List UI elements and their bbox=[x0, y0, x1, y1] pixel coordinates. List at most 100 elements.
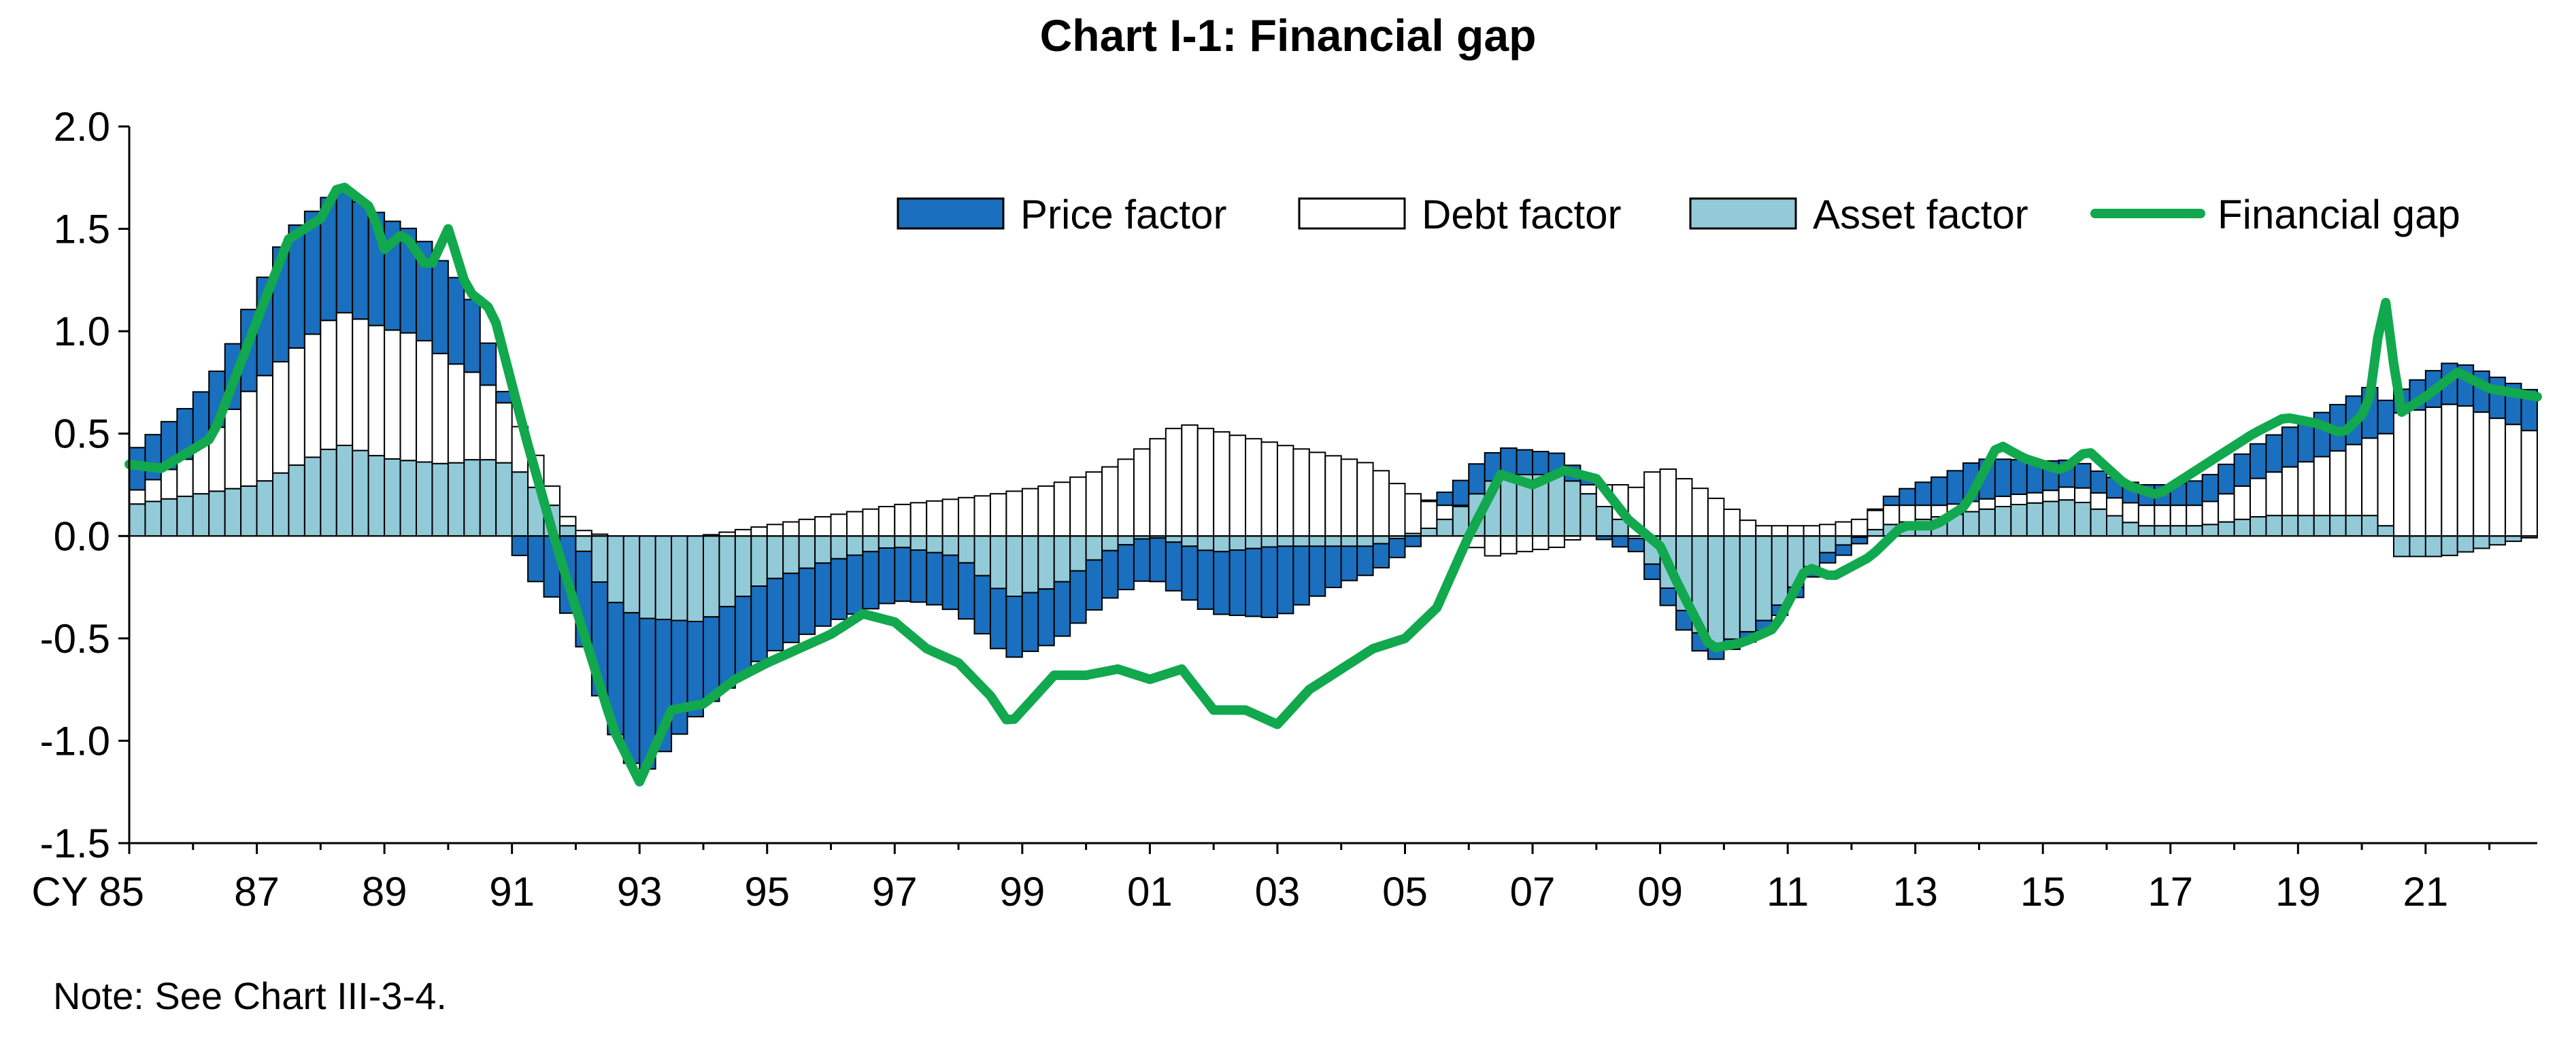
price-bar bbox=[527, 535, 545, 583]
legend: Price factor Debt factor Asset factor Finan… bbox=[897, 192, 2460, 237]
debt-bar bbox=[1548, 535, 1565, 548]
asset-bar bbox=[335, 445, 354, 537]
asset-bar bbox=[2456, 535, 2475, 553]
price-bar bbox=[1276, 545, 1294, 615]
price-bar bbox=[2090, 470, 2108, 494]
asset-bar bbox=[558, 525, 577, 537]
debt-bar bbox=[1914, 505, 1933, 520]
price-bar bbox=[447, 277, 465, 365]
price-bar bbox=[1245, 547, 1262, 617]
debt-bar bbox=[1149, 438, 1167, 537]
debt-bar bbox=[1069, 476, 1087, 537]
asset-bar bbox=[575, 535, 592, 552]
debt-bar bbox=[1707, 497, 1725, 537]
price-bar bbox=[894, 547, 911, 602]
price-bar bbox=[782, 573, 800, 643]
asset-bar bbox=[989, 535, 1007, 590]
debt-bar bbox=[479, 384, 497, 461]
debt-bar bbox=[1165, 428, 1183, 537]
asset-bar bbox=[1053, 535, 1071, 583]
debt-bar bbox=[320, 320, 337, 450]
price-bar bbox=[1627, 538, 1645, 553]
price-bar bbox=[862, 551, 880, 610]
price-bar bbox=[622, 612, 641, 764]
price-bar bbox=[144, 434, 162, 481]
price-bar bbox=[1181, 545, 1199, 601]
asset-bar bbox=[973, 535, 991, 577]
asset-bar bbox=[367, 455, 386, 537]
price-bar bbox=[1452, 479, 1470, 507]
price-bar bbox=[1882, 495, 1901, 507]
asset-bar bbox=[1595, 506, 1613, 537]
debt-bar bbox=[2297, 461, 2315, 517]
x-tick-label: 93 bbox=[617, 869, 663, 915]
debt-bar bbox=[750, 526, 768, 537]
debt-bar bbox=[2058, 486, 2076, 501]
price-bar bbox=[511, 535, 529, 556]
asset-bar bbox=[926, 535, 943, 553]
asset-bar bbox=[2505, 535, 2522, 543]
debt-bar bbox=[303, 333, 322, 458]
debt-bar bbox=[1021, 488, 1039, 537]
debt-bar bbox=[1420, 500, 1438, 529]
price-bar bbox=[1372, 543, 1390, 568]
x-tick-label: 97 bbox=[872, 869, 918, 915]
asset-bar bbox=[1197, 535, 1215, 551]
price-bar bbox=[1436, 491, 1454, 507]
asset-bar bbox=[2058, 499, 2076, 537]
asset-bar bbox=[877, 535, 896, 549]
price-bar bbox=[1659, 587, 1677, 607]
asset-bar bbox=[447, 462, 465, 537]
asset-bar bbox=[2026, 502, 2044, 537]
asset-bar bbox=[798, 535, 816, 569]
debt-bar bbox=[2074, 487, 2092, 503]
asset-bar bbox=[415, 461, 433, 537]
y-tick-label: -1.5 bbox=[40, 821, 110, 866]
price-bar bbox=[877, 547, 896, 604]
price-bar bbox=[1420, 499, 1438, 502]
asset-bar bbox=[431, 462, 449, 537]
asset-bar bbox=[766, 535, 784, 579]
debt-bar bbox=[1340, 458, 1358, 537]
price-bar bbox=[1516, 449, 1534, 475]
price-bar bbox=[352, 201, 369, 320]
price-bar bbox=[1021, 592, 1039, 652]
price-bar bbox=[1149, 537, 1167, 583]
debt-bar bbox=[1787, 525, 1805, 537]
debt-bar bbox=[1835, 521, 1852, 537]
price-bar bbox=[1468, 463, 1486, 495]
debt-bar bbox=[1755, 525, 1773, 537]
debt-bar bbox=[734, 528, 752, 537]
debt-bar bbox=[1228, 434, 1247, 537]
debt-bar bbox=[1659, 468, 1677, 537]
asset-bar bbox=[2488, 535, 2507, 546]
asset-bar bbox=[288, 464, 305, 537]
asset-bar bbox=[2137, 525, 2156, 537]
asset-bar bbox=[1228, 535, 1247, 551]
legend-swatch bbox=[1689, 197, 1797, 230]
debt-bar bbox=[1882, 505, 1901, 526]
debt-bar bbox=[1085, 471, 1103, 537]
debt-bar bbox=[2345, 443, 2363, 517]
asset-bar bbox=[862, 535, 880, 553]
debt-bar bbox=[2456, 405, 2475, 537]
x-tick-label: 17 bbox=[2147, 869, 2193, 915]
debt-bar bbox=[1516, 535, 1534, 553]
price-bar bbox=[989, 587, 1007, 649]
debt-bar bbox=[415, 340, 433, 463]
debt-bar bbox=[1579, 484, 1597, 495]
debt-bar bbox=[2169, 505, 2188, 527]
price-bar bbox=[1340, 545, 1358, 581]
price-bar bbox=[1005, 596, 1023, 658]
debt-bar bbox=[1850, 518, 1869, 537]
price-bar bbox=[2186, 480, 2203, 507]
asset-bar bbox=[2265, 515, 2283, 537]
asset-bar bbox=[1707, 535, 1725, 647]
asset-bar bbox=[399, 460, 417, 537]
y-tick-label: 2.0 bbox=[54, 104, 110, 150]
debt-bar bbox=[1372, 470, 1390, 537]
debt-bar bbox=[926, 500, 943, 537]
asset-bar bbox=[208, 490, 226, 537]
debt-bar bbox=[2520, 430, 2539, 537]
asset-bar bbox=[1771, 535, 1789, 606]
